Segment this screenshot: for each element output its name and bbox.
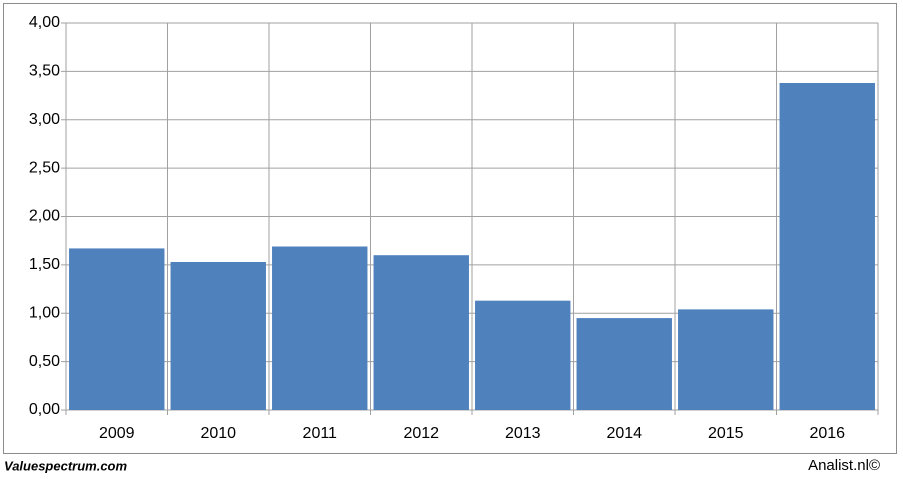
bar bbox=[779, 82, 875, 411]
bar bbox=[69, 248, 165, 410]
bar bbox=[373, 255, 469, 410]
bar bbox=[576, 318, 672, 410]
bar bbox=[272, 246, 368, 410]
x-tick-label: 2009 bbox=[99, 425, 135, 442]
y-tick-label: 4,00 bbox=[29, 14, 60, 31]
x-tick-label: 2010 bbox=[200, 425, 236, 442]
bar bbox=[475, 300, 571, 410]
y-tick-label: 0,50 bbox=[29, 353, 60, 370]
footer-left: Valuespectrum.com bbox=[4, 458, 128, 473]
y-tick-label: 3,00 bbox=[29, 111, 60, 128]
x-tick-label: 2016 bbox=[809, 425, 845, 442]
x-tick-label: 2015 bbox=[708, 425, 744, 442]
y-tick-label: 3,50 bbox=[29, 63, 60, 80]
x-tick-label: 2012 bbox=[403, 425, 439, 442]
x-tick-label: 2011 bbox=[303, 425, 338, 442]
x-tick-label: 2013 bbox=[505, 425, 541, 442]
y-tick-label: 0,00 bbox=[29, 401, 60, 418]
bar bbox=[678, 309, 774, 410]
y-tick-label: 1,50 bbox=[29, 256, 60, 273]
x-tick-label: 2014 bbox=[606, 425, 642, 442]
bar bbox=[170, 261, 266, 410]
y-tick-label: 2,50 bbox=[29, 159, 60, 176]
footer-right: Analist.nl© bbox=[808, 457, 880, 474]
y-tick-label: 1,00 bbox=[29, 304, 60, 321]
y-tick-label: 2,00 bbox=[29, 208, 60, 225]
